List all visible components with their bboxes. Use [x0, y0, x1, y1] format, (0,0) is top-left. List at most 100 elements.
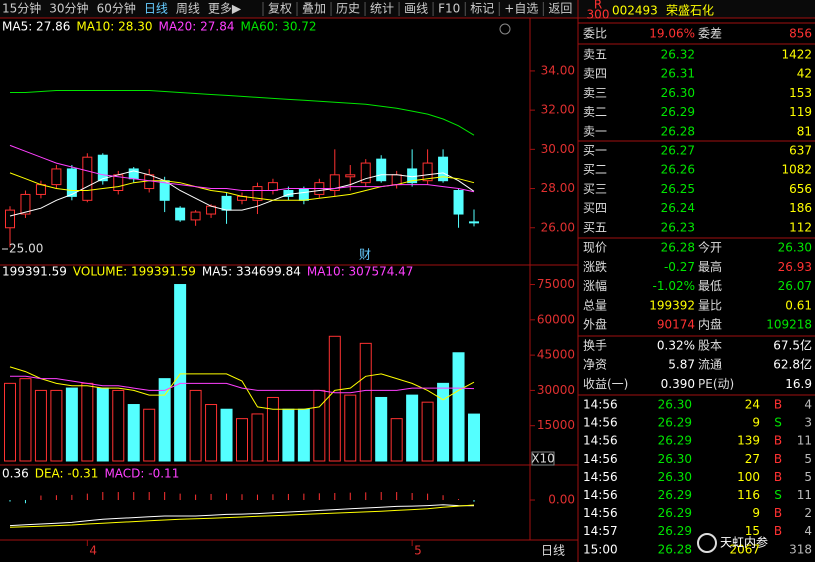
book-label: 卖四: [583, 67, 607, 81]
period-tab[interactable]: 60分钟: [97, 1, 136, 16]
candle-body: [391, 174, 402, 186]
book-label: 卖五: [583, 48, 607, 62]
candle-body: [175, 207, 186, 221]
legend-item: MA60: 30.72: [241, 20, 317, 34]
event-marker[interactable]: 财: [359, 248, 371, 262]
y-tick-label: 75000: [537, 277, 575, 291]
trade-price: 26.29: [658, 434, 692, 448]
volume-bar: [266, 396, 279, 462]
toolbar-button[interactable]: +自选: [504, 2, 538, 16]
dea-line: [9, 504, 475, 528]
quote-label: 内盘: [698, 317, 722, 332]
period-tab[interactable]: 更多▶: [208, 2, 242, 16]
quote-value: 26.28: [661, 241, 695, 255]
ma-line: [10, 90, 475, 136]
toolbar-button[interactable]: 历史: [336, 2, 360, 16]
volume-bar: [96, 387, 109, 462]
toolbar-button[interactable]: 画线: [404, 2, 428, 16]
period-tab[interactable]: 周线: [176, 2, 200, 16]
legend-item: MA5: 27.86: [2, 20, 70, 34]
candle-body: [5, 209, 15, 229]
period-tab[interactable]: 15分钟: [2, 1, 41, 16]
quote-label: 外盘: [583, 317, 607, 332]
y-tick-label: 28.00: [541, 181, 575, 195]
period-label: 日线: [541, 544, 565, 558]
trade-side: S: [774, 488, 782, 502]
quote-label: 最低: [698, 279, 722, 293]
trade-time: 14:56: [583, 488, 618, 502]
quote-label: 涨跌: [583, 259, 607, 274]
y-tick-label: 30000: [537, 383, 575, 397]
trade-volume: 116: [737, 488, 760, 502]
quote-label: PE(动): [698, 377, 734, 391]
book-price: 26.25: [661, 182, 695, 196]
dif-line: [9, 504, 475, 527]
book-label: 买五: [583, 220, 607, 234]
quote-value: 199392: [649, 298, 695, 312]
trade-time: 14:56: [583, 470, 618, 484]
volume-bar: [452, 352, 465, 462]
quote-value: 19.06%: [649, 27, 695, 41]
toolbar-button[interactable]: 返回: [548, 2, 572, 16]
candle-body: [190, 211, 201, 221]
book-volume: 637: [789, 144, 812, 158]
candle-body: [298, 188, 309, 201]
volume-bar: [34, 389, 47, 462]
volume-bar: [65, 387, 78, 462]
book-volume: 112: [789, 220, 812, 234]
book-label: 买四: [583, 201, 607, 215]
legend-item: MA10: 307574.47: [307, 265, 414, 279]
toolbar-button[interactable]: 统计: [370, 2, 394, 16]
watermark: 天虹内参: [720, 535, 768, 550]
trade-volume: 100: [737, 470, 760, 484]
toolbar-button[interactable]: 标记: [470, 2, 494, 16]
candle-body: [329, 174, 340, 192]
quote-value: 67.5亿: [773, 338, 812, 353]
badge: R: [594, 0, 602, 12]
volume-bar: [421, 401, 434, 462]
volume-bar: [220, 408, 233, 462]
quote-label: 换手: [583, 339, 607, 353]
trade-count: 4: [804, 398, 812, 412]
book-volume: 42: [797, 67, 812, 81]
period-tab[interactable]: 日线: [144, 2, 168, 16]
trade-volume: 27: [745, 452, 760, 466]
book-price: 26.30: [661, 86, 695, 100]
watermark-icon: [697, 533, 717, 553]
quote-value: 26.93: [778, 260, 812, 274]
ma-line: [9, 170, 475, 217]
volume-bar: [112, 389, 125, 462]
toolbar-button[interactable]: F10: [438, 2, 460, 16]
trade-side: B: [774, 524, 782, 538]
trade-time: 14:57: [583, 524, 618, 538]
legend-item: MA5: 334699.84: [202, 265, 301, 279]
candle-body: [159, 180, 170, 201]
legend-item: DEA: -0.31: [35, 467, 99, 481]
quote-value: 90174: [657, 318, 695, 332]
quote-value: 5.87: [668, 358, 695, 372]
trade-time: 14:56: [583, 416, 618, 430]
trade-side: B: [774, 398, 782, 412]
book-volume: 186: [789, 201, 812, 215]
quote-label: 股本: [698, 339, 722, 353]
book-volume: 1082: [781, 163, 812, 177]
settings-icon[interactable]: [499, 23, 511, 35]
period-tab[interactable]: 30分钟: [49, 1, 88, 16]
volume-bar: [282, 408, 295, 462]
trade-price: 26.29: [658, 488, 692, 502]
book-label: 买三: [583, 182, 607, 196]
quote-value: -1.02%: [653, 279, 695, 293]
trade-time: 14:56: [583, 398, 618, 412]
toolbar-button[interactable]: 复权: [268, 2, 292, 16]
quote-label: 流通: [698, 358, 722, 372]
book-price: 26.23: [661, 220, 695, 234]
trade-price: 26.30: [658, 398, 692, 412]
y-tick-label: 30.00: [541, 142, 575, 156]
y-tick-label: 45000: [537, 348, 575, 362]
quote-label: 量比: [698, 298, 722, 312]
legend-item: MA20: 27.84: [158, 20, 234, 34]
toolbar-button[interactable]: 叠加: [302, 2, 326, 16]
volume-bar: [127, 404, 140, 462]
volume-bar: [174, 284, 187, 462]
candle-body: [267, 182, 278, 192]
